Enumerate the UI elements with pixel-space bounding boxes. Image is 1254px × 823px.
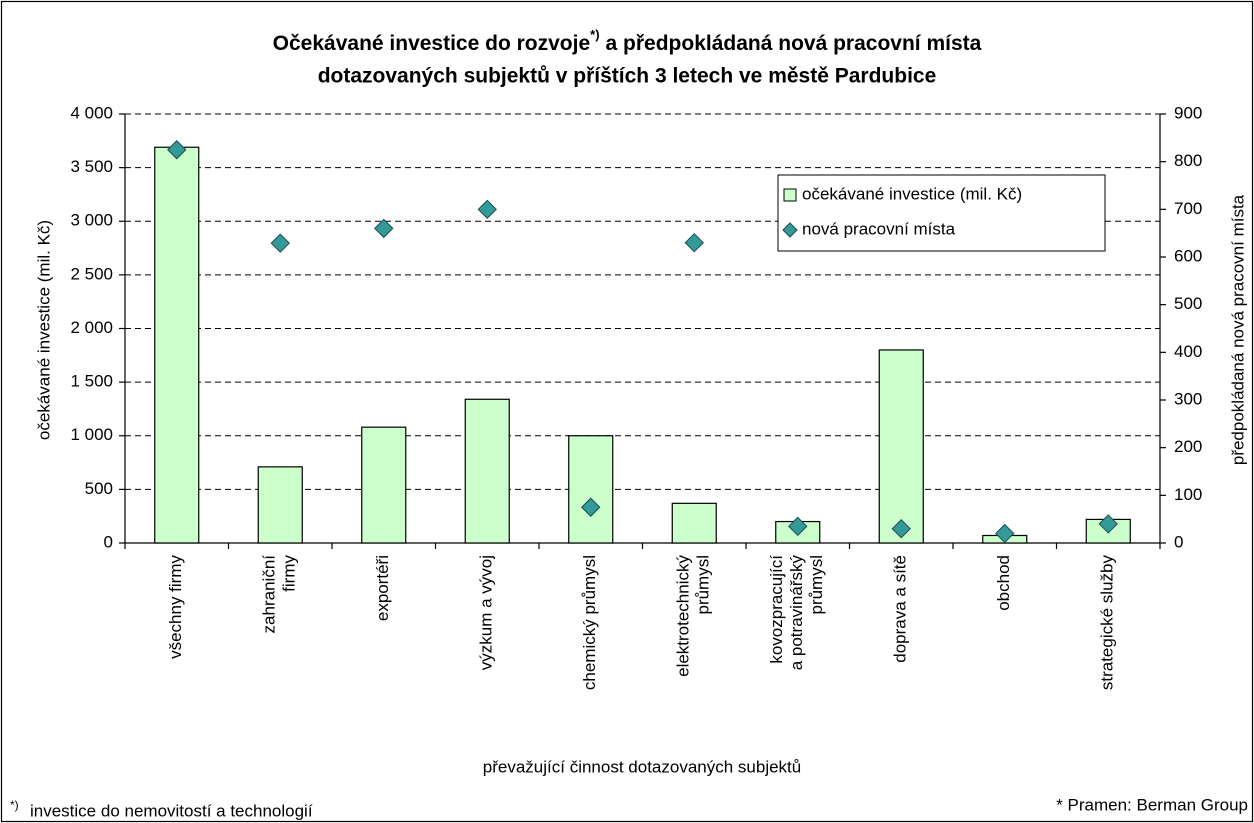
- x-tick-label: a potravinářský: [787, 555, 806, 671]
- legend-swatch: [783, 188, 797, 202]
- y2-tick-label: 900: [1174, 103, 1202, 122]
- y-tick-label: 3 500: [70, 157, 113, 176]
- y2-tick-label: 0: [1174, 532, 1183, 551]
- footnote-mark: *): [10, 798, 19, 812]
- bar: [464, 398, 510, 544]
- y2-tick-label: 300: [1174, 389, 1202, 408]
- y2-tick-label: 200: [1174, 437, 1202, 456]
- bar: [878, 349, 924, 544]
- x-tick-label: obchod: [994, 555, 1013, 611]
- chart-title-part: a předpokládaná nová pracovní místa: [606, 32, 982, 55]
- y-tick-label: 3 000: [70, 211, 113, 230]
- x-tick-label: všechny firmy: [166, 555, 185, 659]
- marker: [477, 199, 497, 220]
- y-tick-label: 500: [85, 479, 113, 498]
- y2-tick-label: 800: [1174, 151, 1202, 170]
- x-tick-label: průmysl: [694, 555, 713, 615]
- bar: [568, 435, 614, 544]
- y-tick-label: 2 000: [70, 318, 113, 337]
- x-tick-label: chemický průmysl: [580, 555, 599, 690]
- y2-tick-label: 700: [1174, 199, 1202, 218]
- x-tick-label: doprava a sítě: [891, 555, 910, 663]
- x-tick-label: elektrotechnický: [674, 555, 693, 677]
- marker: [995, 523, 1015, 544]
- x-tick-label: zahraniční: [260, 555, 279, 634]
- legend-label: očekávané investice (mil. Kč): [802, 184, 1022, 203]
- y-tick-label: 1 000: [70, 425, 113, 444]
- legend-label: nová pracovní místa: [802, 219, 956, 238]
- y-tick-label: 0: [104, 532, 113, 551]
- x-tick-label: exportéři: [373, 555, 392, 621]
- chart-title-part: *): [590, 27, 599, 42]
- x-tick-label: průmysl: [807, 555, 826, 615]
- bar: [671, 502, 717, 544]
- x-axis-title: převažující činnost dotazovaných subjekt…: [483, 757, 801, 776]
- marker: [684, 232, 704, 253]
- chart-title: dotazovaných subjektů v příštích 3 letec…: [318, 65, 937, 88]
- footnote: investice do nemovitostí a technologií: [30, 801, 313, 820]
- marker: [891, 518, 911, 539]
- x-tick-label: strategické služby: [1098, 555, 1117, 691]
- chart-title: Očekávané investice do rozvoje*) a předpo…: [273, 27, 982, 54]
- y2-tick-label: 400: [1174, 342, 1202, 361]
- y2-axis-title: předpokládaná nová pracovní místa: [1228, 194, 1247, 465]
- marker: [374, 218, 394, 239]
- marker: [167, 140, 187, 160]
- y-tick-label: 4 000: [70, 103, 113, 122]
- bar: [361, 426, 407, 544]
- marker: [788, 516, 808, 537]
- y2-tick-label: 500: [1174, 294, 1202, 313]
- legend-swatch: [782, 222, 798, 238]
- marker: [1098, 514, 1118, 534]
- y-tick-label: 2 500: [70, 264, 113, 283]
- y2-tick-label: 600: [1174, 246, 1202, 265]
- bar: [154, 146, 200, 544]
- x-tick-label: výzkum a vývoj: [477, 555, 496, 670]
- x-tick-label: kovozpracující: [767, 555, 786, 664]
- y-tick-label: 1 500: [70, 372, 113, 391]
- marker: [270, 233, 290, 253]
- marker: [581, 497, 601, 517]
- x-tick-label: firmy: [280, 555, 299, 592]
- legend-box: [777, 174, 1106, 252]
- y-axis-title: očekávané investice (mil. Kč): [34, 220, 53, 440]
- chart-title-part: Očekávané investice do rozvoje: [273, 32, 590, 55]
- y2-tick-label: 100: [1174, 485, 1202, 504]
- source: * Pramen: Berman Group: [1056, 795, 1248, 814]
- bar: [257, 466, 303, 544]
